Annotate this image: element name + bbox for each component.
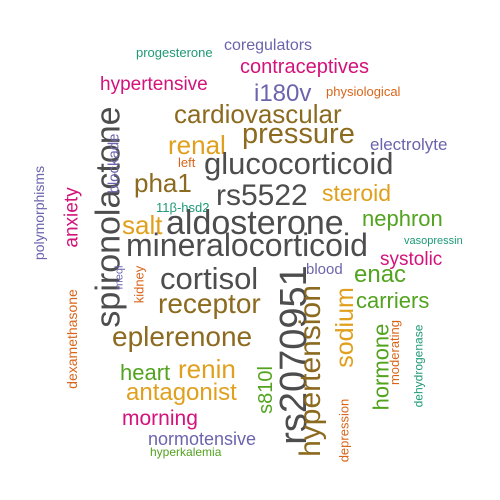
word-contraceptives: contraceptives [240, 56, 369, 78]
word-electrolyte: electrolyte [370, 135, 448, 154]
word-physiological: physiological [326, 84, 401, 99]
word-hypertensive: hypertensive [100, 74, 208, 95]
word-dexamethasone: dexamethasone [63, 289, 80, 389]
word-salt: salt [122, 210, 163, 240]
word-sodium: sodium [330, 287, 359, 368]
word-rs5522: rs5522 [216, 179, 308, 212]
word-s810l: s810l [254, 366, 277, 414]
word-depression: depression [336, 398, 352, 463]
word-enac: enac [354, 261, 407, 288]
word-morning: morning [122, 407, 198, 430]
word-pressure: pressure [242, 118, 355, 150]
word-11b-hsd2: 11β-hsd2 [156, 200, 210, 215]
word-meql: meql [113, 265, 126, 290]
word-pha1: pha1 [134, 168, 192, 198]
word-systolic: systolic [380, 249, 443, 270]
word-glucocorticoid: glucocorticoid [204, 146, 394, 181]
word-blockade: blockade [105, 133, 123, 194]
word-steroid: steroid [322, 180, 392, 206]
word-renin: renin [178, 354, 236, 384]
word-cortisol: cortisol [160, 261, 259, 296]
word-hyperkalemia: hyperkalemia [150, 445, 222, 459]
word-left: left [178, 155, 196, 170]
word-nephron: nephron [362, 206, 443, 231]
word-eplerenone: eplerenone [112, 321, 253, 352]
word-coregulators: coregulators [224, 37, 313, 54]
word-anxiety: anxiety [61, 187, 83, 248]
word-cardiovascular: cardiovascular [174, 99, 342, 129]
word-aldosterone: aldosterone [166, 204, 344, 242]
word-hypertension: hypertension [293, 285, 327, 457]
word-normotensive: normotensive [148, 429, 257, 449]
word-moderating: moderating [387, 319, 403, 386]
word-dehydrogenase: dehydrogenase [411, 324, 426, 408]
word-progesterone: progesterone [136, 45, 213, 60]
word-mineralocorticoid: mineralocorticoid [126, 227, 368, 263]
word-polymorphisms: polymorphisms [31, 165, 48, 261]
word-i180v: i180v [254, 80, 312, 107]
word-renal: renal [168, 130, 226, 160]
word-carriers: carriers [356, 288, 430, 313]
word-blood: blood [306, 261, 343, 278]
word-vasopressin: vasopressin [404, 235, 463, 247]
word-kidney: kidney [131, 265, 147, 304]
word-receptor: receptor [158, 288, 261, 319]
word-antagonist: antagonist [126, 379, 237, 406]
word-heart: heart [120, 360, 171, 385]
